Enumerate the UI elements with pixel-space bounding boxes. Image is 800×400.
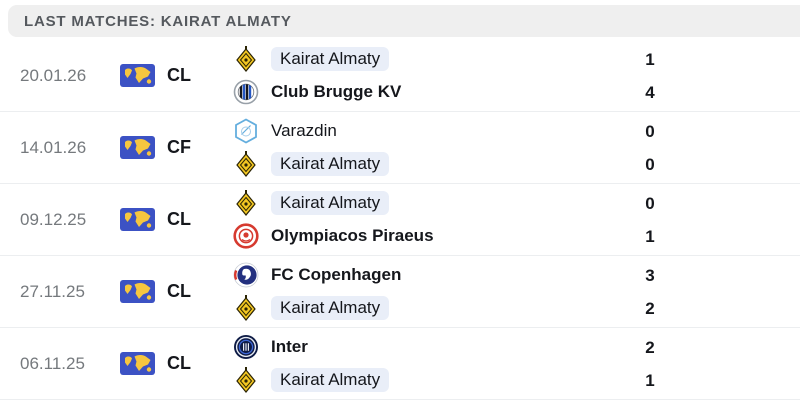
- match-date: 09.12.25: [20, 209, 87, 229]
- team-name: Kairat Almaty: [271, 191, 390, 215]
- olympiacos-logo-icon: [233, 223, 259, 250]
- team-name: FC Copenhagen: [271, 265, 402, 284]
- team-name: Kairat Almaty: [271, 47, 390, 71]
- team-name: Kairat Almaty: [271, 152, 390, 176]
- team-name: Kairat Almaty: [271, 296, 390, 320]
- team-score: 0: [645, 154, 655, 174]
- team-name: Varazdin: [271, 121, 337, 140]
- team-score: 0: [645, 121, 655, 141]
- teams-column: Inter Kairat Almaty: [233, 331, 630, 397]
- international-flag-icon: [120, 64, 155, 87]
- team-line: Inter: [233, 331, 630, 364]
- team-line: Club Brugge KV: [233, 76, 630, 109]
- team-name: Inter: [271, 337, 308, 356]
- international-flag-icon: [120, 280, 155, 303]
- match-date: 27.11.25: [20, 281, 85, 301]
- teams-column: FC Copenhagen Kairat Almaty: [233, 259, 630, 325]
- teams-column: Kairat Almaty Olympiacos Piraeus: [233, 187, 630, 253]
- scores-column: 2 1: [630, 331, 670, 397]
- team-line: Olympiacos Piraeus: [233, 220, 630, 253]
- scores-column: 0 1: [630, 187, 670, 253]
- match-date: 14.01.26: [20, 137, 87, 157]
- team-score: 2: [645, 337, 655, 357]
- competition: CL: [105, 352, 233, 375]
- last-matches-card: LAST MATCHES: KAIRAT ALMATY 20.01.26 CL …: [0, 5, 800, 400]
- match-row[interactable]: 09.12.25 CL Kairat Almaty Olympiacos Pir…: [0, 184, 800, 256]
- section-title: LAST MATCHES: KAIRAT ALMATY: [24, 12, 292, 30]
- competition: CL: [105, 280, 233, 303]
- team-score: 0: [645, 193, 655, 213]
- international-flag-icon: [120, 136, 155, 159]
- match-row[interactable]: 27.11.25 CL FC Copenhagen Kairat Almaty …: [0, 256, 800, 328]
- match-date: 06.11.25: [20, 353, 85, 373]
- team-name: Club Brugge KV: [271, 82, 402, 101]
- competition-label: CL: [167, 65, 191, 85]
- scores-column: 0 0: [630, 115, 670, 181]
- team-line: Kairat Almaty: [233, 292, 630, 325]
- team-score: 2: [645, 298, 655, 318]
- competition-label: CL: [167, 209, 191, 229]
- competition: CL: [105, 208, 233, 231]
- competition-label: CF: [167, 137, 191, 157]
- competition: CL: [105, 64, 233, 87]
- competition-label: CL: [167, 353, 191, 373]
- kairat-almaty-logo-icon: [233, 45, 259, 73]
- kairat-almaty-logo-icon: [233, 366, 259, 394]
- team-line: Kairat Almaty: [233, 148, 630, 181]
- team-name: Kairat Almaty: [271, 368, 390, 392]
- team-score: 1: [645, 49, 655, 69]
- team-line: FC Copenhagen: [233, 259, 630, 292]
- match-row[interactable]: 06.11.25 CL Inter Kairat Almaty 2 1: [0, 328, 800, 400]
- kairat-almaty-logo-icon: [233, 150, 259, 178]
- team-line: Kairat Almaty: [233, 364, 630, 397]
- team-score: 1: [645, 370, 655, 390]
- competition: CF: [105, 136, 233, 159]
- match-rows: 20.01.26 CL Kairat Almaty Club Brugge KV…: [0, 40, 800, 400]
- kairat-almaty-logo-icon: [233, 189, 259, 217]
- team-score: 4: [645, 82, 655, 102]
- scores-column: 1 4: [630, 43, 670, 109]
- international-flag-icon: [120, 208, 155, 231]
- match-date: 20.01.26: [20, 65, 87, 85]
- kairat-almaty-logo-icon: [233, 294, 259, 322]
- team-score: 3: [645, 265, 655, 285]
- teams-column: Kairat Almaty Club Brugge KV: [233, 43, 630, 109]
- team-line: Kairat Almaty: [233, 43, 630, 76]
- team-name: Olympiacos Piraeus: [271, 226, 434, 245]
- team-line: Varazdin: [233, 115, 630, 148]
- scores-column: 3 2: [630, 259, 670, 325]
- teams-column: Varazdin Kairat Almaty: [233, 115, 630, 181]
- inter-logo-icon: [233, 334, 259, 361]
- fc-copenhagen-logo-icon: [233, 262, 259, 289]
- match-row[interactable]: 20.01.26 CL Kairat Almaty Club Brugge KV…: [0, 40, 800, 112]
- international-flag-icon: [120, 352, 155, 375]
- team-line: Kairat Almaty: [233, 187, 630, 220]
- section-header: LAST MATCHES: KAIRAT ALMATY: [8, 5, 800, 37]
- match-row[interactable]: 14.01.26 CF Varazdin Kairat Almaty 0 0: [0, 112, 800, 184]
- team-score: 1: [645, 226, 655, 246]
- varazdin-logo-icon: [233, 118, 259, 145]
- competition-label: CL: [167, 281, 191, 301]
- club-brugge-logo-icon: [233, 79, 259, 106]
